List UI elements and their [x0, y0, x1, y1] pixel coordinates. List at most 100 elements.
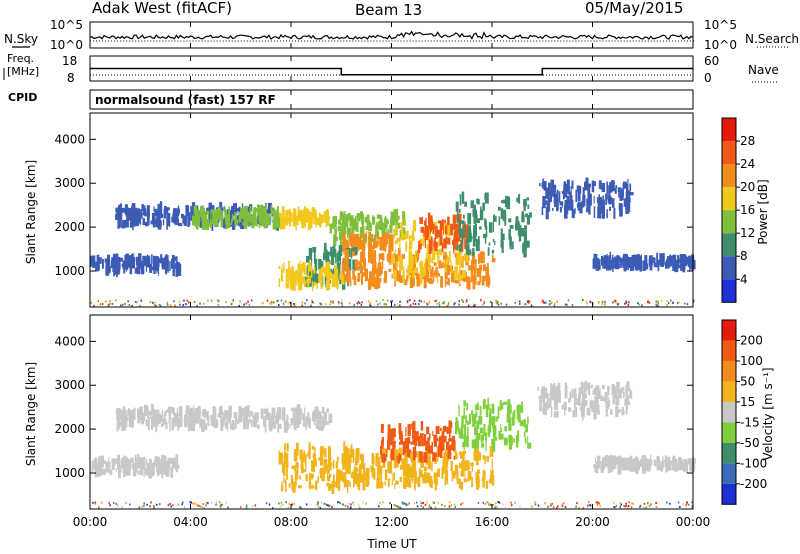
- power-cell: [150, 220, 155, 225]
- velocity-cell: [328, 473, 332, 478]
- velocity-cell: [436, 451, 439, 462]
- velocity-cell: [376, 465, 379, 477]
- power-cell: [463, 253, 466, 261]
- power-cell: [480, 252, 483, 262]
- power-cell: [549, 191, 552, 203]
- power-cell: [419, 240, 421, 251]
- velocity-cell: [619, 506, 621, 509]
- velocity-cell: [286, 415, 289, 424]
- power-cell: [370, 233, 374, 242]
- power-cell: [444, 219, 446, 224]
- power-cell: [464, 224, 466, 236]
- power-cell: [619, 263, 622, 268]
- power-cell: [357, 301, 360, 304]
- velocity-cell: [154, 456, 158, 465]
- power-cell: [234, 212, 237, 221]
- power-cell: [104, 258, 108, 263]
- power-cell: [310, 212, 313, 225]
- velocity-cell: [358, 506, 361, 509]
- velocity-cell: [478, 476, 480, 487]
- power-cell: [107, 304, 110, 307]
- power-cell: [411, 255, 414, 263]
- power-cell: [346, 266, 350, 273]
- velocity-cell: [100, 468, 104, 472]
- power-cell: [367, 242, 369, 248]
- velocity-cell: [143, 458, 145, 469]
- velocity-cell: [557, 505, 559, 508]
- noise-left-tick-bottom: 10^0: [50, 38, 83, 52]
- velocity-cell: [427, 475, 430, 482]
- power-cell: [281, 263, 283, 276]
- colorbar-tick-label: 4: [740, 272, 748, 286]
- velocity-cell: [166, 468, 169, 475]
- velocity-cell: [109, 504, 111, 507]
- velocity-cell: [475, 482, 479, 490]
- velocity-cell: [593, 464, 595, 468]
- velocity-cell: [284, 452, 289, 464]
- power-cell: [625, 301, 628, 304]
- velocity-cell: [167, 504, 170, 507]
- power-cell: [285, 269, 290, 273]
- power-cell: [277, 299, 279, 302]
- velocity-cell: [620, 503, 622, 506]
- velocity-cell: [449, 429, 451, 442]
- velocity-cell: [121, 506, 123, 509]
- power-cell: [136, 301, 138, 304]
- velocity-cell: [554, 399, 556, 409]
- velocity-cell: [453, 445, 455, 452]
- power-cell: [166, 218, 168, 230]
- velocity-cell: [98, 506, 100, 509]
- velocity-cell: [231, 419, 235, 424]
- velocity-cell: [379, 501, 381, 504]
- power-cell: [381, 266, 383, 275]
- velocity-cell: [591, 404, 596, 412]
- velocity-cell: [153, 409, 156, 415]
- power-cell: [431, 250, 436, 260]
- power-cell: [616, 256, 620, 262]
- velocity-cell: [580, 402, 584, 414]
- power-cell: [142, 205, 146, 216]
- velocity-cell: [380, 446, 383, 455]
- power-cell: [550, 179, 554, 192]
- velocity-cell: [126, 456, 128, 468]
- velocity-cell: [407, 449, 410, 458]
- velocity-cell: [298, 485, 302, 489]
- power-cell: [438, 260, 442, 269]
- power-cell: [350, 248, 354, 255]
- velocity-cell: [199, 418, 203, 428]
- power-cell: [391, 253, 395, 265]
- power-cell: [419, 217, 424, 224]
- power-cell: [524, 225, 528, 230]
- power-cell: [381, 261, 384, 269]
- power-cell: [399, 304, 401, 307]
- velocity-cell: [301, 464, 304, 474]
- velocity-cell: [650, 503, 652, 506]
- velocity-cell: [132, 409, 136, 420]
- power-cell: [369, 301, 371, 304]
- power-cell: [161, 262, 166, 270]
- velocity-cell: [289, 424, 291, 428]
- velocity-cell: [422, 473, 426, 484]
- power-cell: [358, 302, 361, 304]
- velocity-cell: [418, 470, 423, 478]
- power-cell: [340, 225, 345, 238]
- velocity-cell: [222, 419, 225, 427]
- velocity-cell: [432, 501, 434, 504]
- power-cell: [433, 262, 437, 266]
- velocity-cell: [320, 450, 322, 459]
- power-cell: [570, 186, 572, 198]
- velocity-cell: [140, 412, 144, 425]
- power-cell: [139, 304, 141, 307]
- velocity-cell: [489, 446, 494, 457]
- colorbar-frame: [721, 319, 737, 505]
- power-cell: [426, 244, 430, 253]
- velocity-cell: [171, 406, 174, 414]
- power-cell: [453, 271, 457, 277]
- power-cell: [306, 256, 310, 263]
- power-cell: [518, 228, 521, 242]
- power-cell: [376, 214, 381, 219]
- velocity-cell: [207, 415, 210, 426]
- power-cell: [131, 304, 133, 307]
- power-cell: [501, 207, 504, 212]
